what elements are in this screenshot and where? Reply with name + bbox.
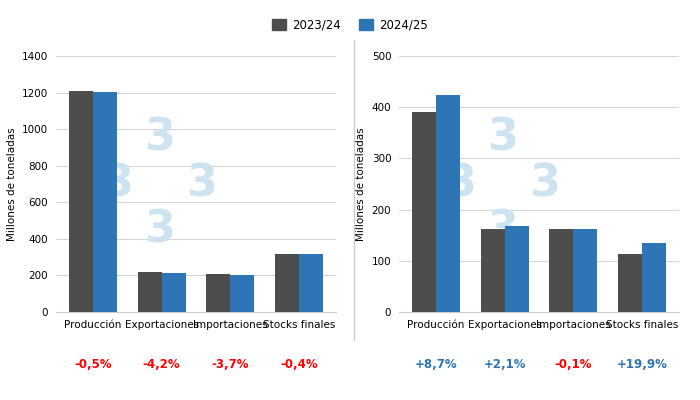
Text: -4,2%: -4,2% bbox=[143, 358, 181, 371]
Bar bbox=[137, 272, 162, 312]
Bar bbox=[412, 112, 436, 312]
Text: +8,7%: +8,7% bbox=[414, 358, 457, 371]
Bar bbox=[230, 275, 255, 312]
Text: 3: 3 bbox=[487, 116, 518, 160]
Y-axis label: Millones de toneladas: Millones de toneladas bbox=[6, 127, 17, 241]
Text: 3: 3 bbox=[529, 162, 560, 206]
Text: 3: 3 bbox=[487, 208, 518, 252]
Text: 3: 3 bbox=[102, 162, 133, 206]
Bar bbox=[299, 254, 323, 312]
Text: -0,4%: -0,4% bbox=[281, 358, 318, 371]
Bar bbox=[642, 243, 666, 312]
Bar bbox=[206, 274, 230, 312]
Bar bbox=[573, 228, 598, 312]
Bar bbox=[93, 92, 117, 312]
Bar bbox=[505, 226, 528, 312]
Bar bbox=[480, 228, 505, 312]
Bar bbox=[550, 228, 573, 312]
Bar bbox=[162, 274, 186, 312]
Text: +2,1%: +2,1% bbox=[484, 358, 526, 371]
Bar bbox=[275, 254, 299, 312]
Bar bbox=[618, 254, 642, 312]
Text: -3,7%: -3,7% bbox=[211, 358, 249, 371]
Text: 3: 3 bbox=[144, 208, 175, 252]
Text: 3: 3 bbox=[144, 116, 175, 160]
Bar bbox=[69, 91, 93, 312]
Y-axis label: Millones de toneladas: Millones de toneladas bbox=[356, 127, 366, 241]
Text: 3: 3 bbox=[186, 162, 217, 206]
Text: +19,9%: +19,9% bbox=[617, 358, 668, 371]
Legend: 2023/24, 2024/25: 2023/24, 2024/25 bbox=[267, 14, 433, 36]
Text: -0,5%: -0,5% bbox=[74, 358, 111, 371]
Text: 3: 3 bbox=[445, 162, 476, 206]
Text: -0,1%: -0,1% bbox=[554, 358, 592, 371]
Bar bbox=[436, 95, 460, 312]
